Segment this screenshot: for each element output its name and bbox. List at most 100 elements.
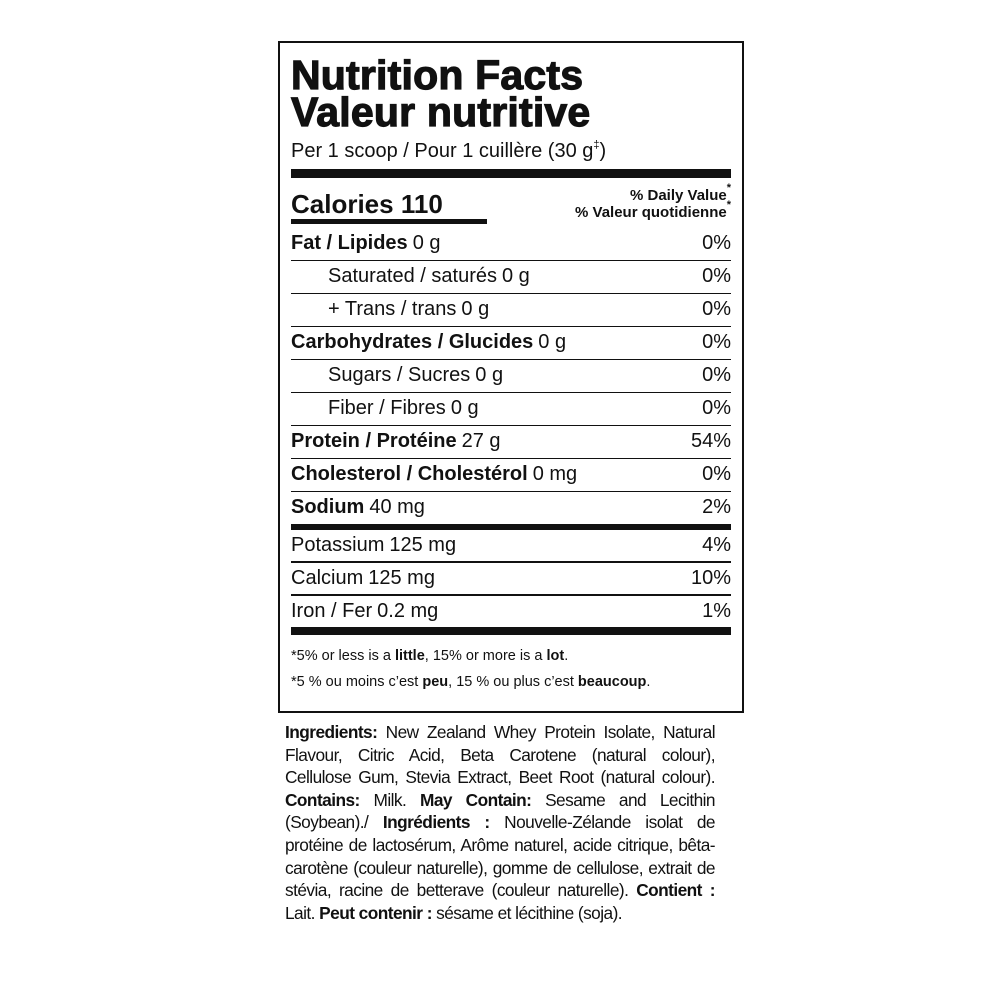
serving-mark: ‡ [593, 139, 600, 151]
ingredients-text: Sesame and Lecithin (Soybean)./ [285, 789, 716, 833]
footnote: *5 % ou moins c’est peu, 15 % ou plus c’… [291, 669, 731, 695]
nutrient-amount: 0 g [450, 397, 479, 420]
rule [291, 627, 731, 635]
rule [291, 424, 731, 426]
nutrient-row: Protein / Protéine 27 g 54% [291, 426, 731, 458]
rule [291, 292, 731, 294]
rule [291, 358, 731, 360]
nutrient: Saturated / saturés 0 g [291, 265, 530, 288]
daily-value: 0% [702, 298, 731, 321]
ingredients-text: Milk. [359, 789, 420, 810]
nutrient-amount: 0 g [538, 331, 567, 354]
rule [291, 391, 731, 393]
nutrient-name: Fat / Lipides [291, 232, 408, 255]
ingredients-text: New Zealand Whey Protein Isolate, Natura… [285, 722, 716, 788]
nutrient-name: Calcium [291, 566, 364, 589]
footnote-text: *5% or less is a [291, 648, 395, 664]
nutrient-amount: 0 g [412, 232, 441, 255]
daily-value: 0% [702, 364, 731, 387]
daily-value: 0% [702, 331, 731, 354]
serving-close: ) [599, 140, 607, 162]
nutrient-row: Iron / Fer 0.2 mg 1% [291, 596, 731, 628]
nutrient-row: + Trans / trans 0 g 0% [291, 294, 731, 326]
nutrient-name: Iron / Fer [291, 599, 373, 622]
nutrient: Cholesterol / Cholestérol 0 mg [291, 463, 577, 486]
nutrient: + Trans / trans 0 g [291, 298, 489, 321]
nutrient-name: Saturated / saturés [328, 265, 497, 288]
nutrient-row: Calcium 125 mg 10% [291, 563, 731, 595]
ingredients-heading: Ingrédients : [382, 812, 490, 833]
nutrient-name: Potassium [291, 533, 385, 556]
nutrient-amount: 40 mg [369, 496, 425, 519]
calories-amount: 110 [400, 189, 443, 219]
nutrient: Sodium 40 mg [291, 496, 425, 519]
nutrient-row: Cholesterol / Cholestérol 0 mg 0% [291, 459, 731, 491]
rule [291, 457, 731, 459]
footnote: *5% or less is a little, 15% or more is … [291, 643, 731, 669]
nutrient-amount: 0 g [475, 364, 504, 387]
nutrient-name: Cholesterol / Cholestérol [291, 463, 528, 486]
dv-text: % Daily Value [630, 187, 727, 204]
nutrient-row: Sodium 40 mg 2% [291, 492, 731, 524]
ingredients-heading: Ingredients: [285, 722, 378, 742]
rule [291, 259, 731, 261]
title-block: Nutrition Facts Valeur nutritive [290, 43, 731, 135]
nutrient-row: Saturated / saturés 0 g 0% [291, 261, 731, 293]
nutrient-amount: 27 g [461, 430, 501, 453]
ingredients-heading: Peut contenir : [319, 902, 432, 923]
rule [291, 169, 731, 178]
footnote-bold: lot [546, 648, 565, 664]
nutrient: Fiber / Fibres 0 g [291, 397, 479, 420]
footnote-bold: peu [422, 674, 449, 690]
rule [291, 490, 731, 492]
nutrient-amount: 0 mg [532, 463, 578, 486]
footnote-text: . [564, 648, 569, 664]
nutrient-name: Protein / Protéine [291, 430, 457, 453]
nutrient-row: Fat / Lipides 0 g 0% [291, 228, 731, 260]
ingredients-heading: Contains: [285, 789, 360, 810]
rule [291, 561, 731, 563]
nutrient: Protein / Protéine 27 g [291, 430, 501, 453]
nutrition-label: Nutrition Facts Valeur nutritive Per 1 s… [278, 41, 744, 713]
daily-value: 54% [690, 430, 731, 453]
serving-text: Per 1 scoop / Pour 1 cuillère (30 g [291, 140, 594, 162]
dv-text: % Valeur quotidienne [575, 204, 727, 221]
nutrient-amount: 0 g [501, 265, 530, 288]
nutrient-name: + Trans / trans [328, 298, 457, 321]
footnote-bold: little [394, 648, 425, 664]
nutrient-row: Sugars / Sucres 0 g 0% [291, 360, 731, 392]
calories-row: Calories 110 % Daily Value* % Valeur quo… [291, 182, 731, 226]
daily-value: 2% [702, 496, 731, 519]
ingredients-text: sésame et lécithine (soja). [431, 902, 623, 923]
footnote-text: , 15 % ou plus c’est [448, 674, 578, 690]
daily-value: 10% [690, 566, 731, 589]
nutrient-row: Potassium 125 mg 4% [291, 530, 731, 562]
daily-value: 1% [702, 599, 731, 622]
footnote-text: . [646, 674, 651, 690]
calories: Calories 110 [291, 182, 443, 226]
calories-label: Calories [291, 189, 394, 219]
dv-mark: * [726, 199, 731, 211]
nutrient: Calcium 125 mg [291, 567, 435, 590]
nutrient-row: Fiber / Fibres 0 g 0% [291, 393, 731, 425]
rule [291, 523, 731, 530]
nutrient-name: Carbohydrates / Glucides [291, 331, 534, 354]
daily-value-line: % Daily Value* [575, 183, 731, 205]
nutrient: Fat / Lipides 0 g [291, 232, 441, 255]
daily-value: 0% [702, 232, 731, 255]
daily-value-line: % Valeur quotidienne* [575, 200, 731, 222]
footnote-text: , 15% or more is a [424, 648, 547, 664]
daily-value: 0% [702, 463, 731, 486]
nutrient-amount: 0.2 mg [377, 599, 439, 622]
title: Valeur nutritive [290, 89, 591, 135]
nutrient-row: Carbohydrates / Glucides 0 g 0% [291, 327, 731, 359]
ingredients-text: Lait. [285, 902, 320, 923]
nutrient: Carbohydrates / Glucides 0 g [291, 331, 566, 354]
daily-value: 0% [702, 265, 731, 288]
nutrient-name: Sodium [291, 496, 365, 519]
footnotes: *5% or less is a little, 15% or more is … [291, 643, 731, 695]
nutrient-name: Sugars / Sucres [328, 364, 471, 387]
nutrient-amount: 0 g [461, 298, 490, 321]
nutrient: Potassium 125 mg [291, 534, 456, 557]
